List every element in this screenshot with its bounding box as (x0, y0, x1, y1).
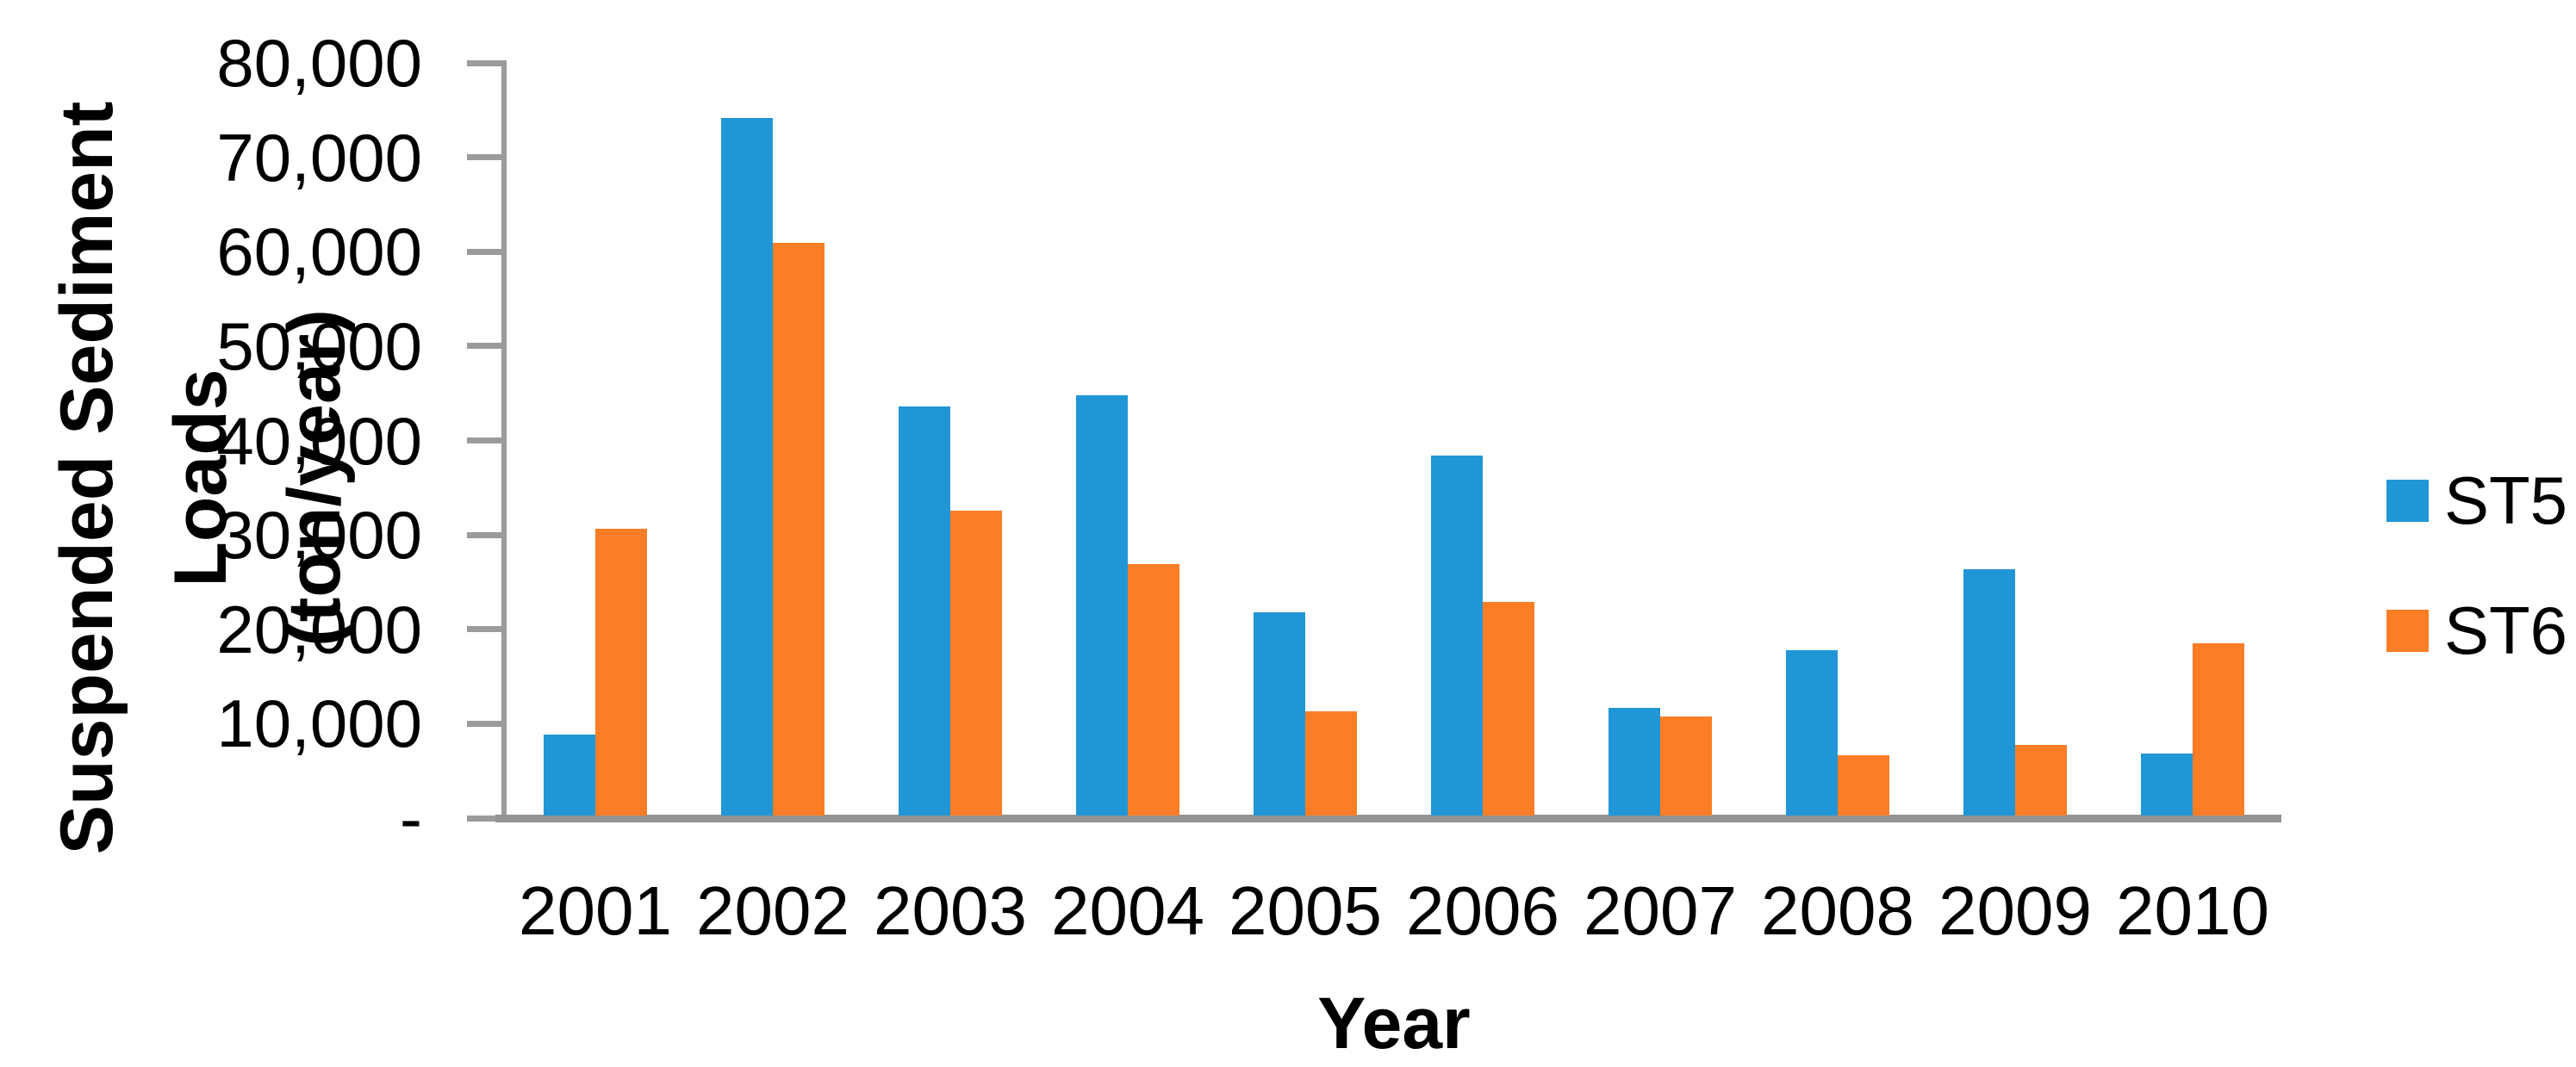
bar-st6-2010 (2193, 642, 2244, 816)
y-tick-label-0: - (400, 780, 422, 856)
bar-st6-2003 (950, 510, 1002, 816)
bar-st6-2009 (2015, 744, 2067, 816)
x-axis-title: Year (1317, 983, 1471, 1064)
y-tick-0 (467, 815, 501, 822)
y-tick-5 (467, 343, 501, 350)
bar-st6-2007 (1660, 716, 1712, 816)
y-tick-label-8: 80,000 (216, 25, 422, 101)
bar-st5-2002 (721, 117, 773, 816)
y-tick-label-1: 10,000 (216, 685, 422, 762)
bar-st5-2008 (1786, 649, 1838, 816)
bar-st5-2009 (1963, 568, 2015, 816)
y-tick-label-3: 30,000 (216, 497, 422, 574)
bar-st5-2004 (1076, 394, 1128, 816)
bar-st5-2005 (1254, 611, 1305, 816)
x-axis-line (495, 814, 2281, 822)
bar-st5-2001 (544, 734, 595, 816)
x-tick-label-2006: 2006 (1406, 872, 1559, 949)
y-tick-8 (467, 59, 501, 66)
y-tick-label-7: 70,000 (216, 119, 422, 195)
legend-entry-st5: ST5 (2386, 467, 2567, 534)
x-tick-label-2009: 2009 (1938, 872, 2092, 949)
bar-st5-2010 (2141, 753, 2193, 816)
y-tick-4 (467, 437, 501, 444)
y-tick-6 (467, 248, 501, 255)
bar-st6-2005 (1305, 710, 1357, 816)
legend: ST5 ST6 (2386, 467, 2567, 738)
legend-swatch-st5 (2386, 479, 2429, 522)
x-tick-label-2003: 2003 (874, 872, 1027, 949)
legend-label-st6: ST6 (2444, 592, 2568, 668)
y-tick-1 (467, 720, 501, 727)
legend-label-st5: ST5 (2444, 462, 2568, 538)
bar-st6-2002 (773, 242, 824, 816)
bar-st6-2008 (1838, 754, 1889, 816)
y-tick-label-6: 60,000 (216, 214, 422, 290)
bar-st5-2003 (899, 406, 950, 816)
x-tick-label-2007: 2007 (1584, 872, 1737, 949)
y-tick-2 (467, 626, 501, 633)
x-tick-label-2010: 2010 (2116, 872, 2269, 949)
x-tick-label-2002: 2002 (696, 872, 849, 949)
bar-st6-2001 (595, 528, 647, 816)
bar-st5-2006 (1431, 455, 1483, 816)
x-tick-label-2001: 2001 (519, 872, 672, 949)
y-axis-line (501, 60, 507, 822)
x-tick-label-2008: 2008 (1761, 872, 1914, 949)
y-tick-label-4: 40,000 (216, 402, 422, 479)
y-tick-3 (467, 531, 501, 538)
bar-st6-2006 (1483, 601, 1534, 816)
bar-st6-2004 (1128, 563, 1179, 816)
y-tick-label-5: 50,000 (216, 307, 422, 384)
bar-st5-2007 (1608, 707, 1660, 816)
y-tick-label-2: 20,000 (216, 591, 422, 667)
legend-swatch-st6 (2386, 609, 2429, 652)
x-tick-label-2004: 2004 (1051, 872, 1204, 949)
x-tick-label-2005: 2005 (1229, 872, 1382, 949)
legend-entry-st6: ST6 (2386, 597, 2567, 664)
y-tick-7 (467, 154, 501, 161)
